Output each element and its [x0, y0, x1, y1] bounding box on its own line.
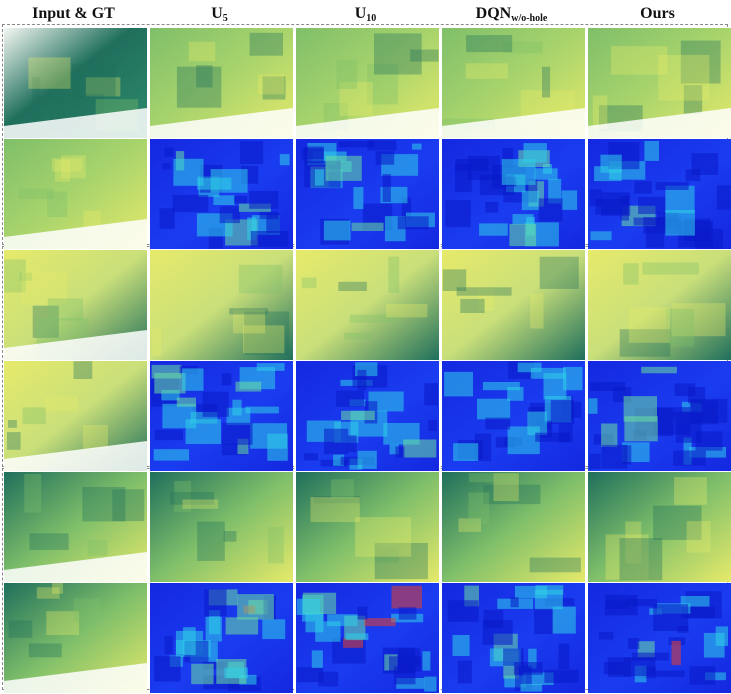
column-header-u10-base: U	[354, 5, 367, 22]
column-header-u5: U5	[148, 2, 291, 26]
scene1-ours-error-map	[588, 139, 731, 249]
scene1-u5-error-map	[150, 139, 293, 249]
column-header-u5-base: U	[211, 5, 223, 22]
scene3-input-gt-input-depth	[4, 472, 147, 582]
scene3-ours-error-map	[588, 583, 731, 693]
scene1-u10-error-map	[296, 139, 439, 249]
column-header-input-gt-text: Input & GT	[32, 5, 115, 22]
scene1-input-gt-input-depth	[4, 28, 147, 138]
column-header-ours: Ours	[586, 2, 729, 26]
column-header-dqn-sub: w/o-hole	[511, 13, 548, 24]
column-header-dqn: DQNw/o-hole	[440, 2, 583, 26]
scene3-dqn-depth-prediction	[442, 472, 585, 582]
column-header-u10-sub: 10	[366, 13, 377, 24]
scene2-u5-depth-prediction	[150, 250, 293, 360]
scene1-u5-depth-prediction	[150, 28, 293, 138]
scene1-dqn-error-map	[442, 139, 585, 249]
scene3-u10-error-map	[296, 583, 439, 693]
scene3-dqn-error-map	[442, 583, 585, 693]
scene1-ours-depth-prediction	[588, 28, 731, 138]
scene1-dqn-depth-prediction	[442, 28, 585, 138]
column-header-dqn-base: DQN	[475, 5, 512, 22]
column-header-ours-text: Ours	[640, 5, 675, 22]
scene3-input-gt-ground-truth	[4, 583, 147, 693]
scene1-u10-depth-prediction	[296, 28, 439, 138]
column-header-u5-sub: 5	[222, 13, 228, 24]
scene2-dqn-error-map	[442, 361, 585, 471]
scene3-u5-depth-prediction	[150, 472, 293, 582]
scene2-u5-error-map	[150, 361, 293, 471]
scene2-ours-depth-prediction	[588, 250, 731, 360]
scene2-u10-error-map	[296, 361, 439, 471]
scene1-input-gt-ground-truth	[4, 139, 147, 249]
scene2-u10-depth-prediction	[296, 250, 439, 360]
column-header-u10: U10	[294, 2, 437, 26]
scene2-input-gt-input-depth	[4, 250, 147, 360]
scene2-input-gt-ground-truth	[4, 361, 147, 471]
scene3-u5-error-map	[150, 583, 293, 693]
scene2-ours-error-map	[588, 361, 731, 471]
column-header-input-gt: Input & GT	[2, 2, 145, 26]
scene2-dqn-depth-prediction	[442, 250, 585, 360]
scene3-ours-depth-prediction	[588, 472, 731, 582]
scene3-u10-depth-prediction	[296, 472, 439, 582]
